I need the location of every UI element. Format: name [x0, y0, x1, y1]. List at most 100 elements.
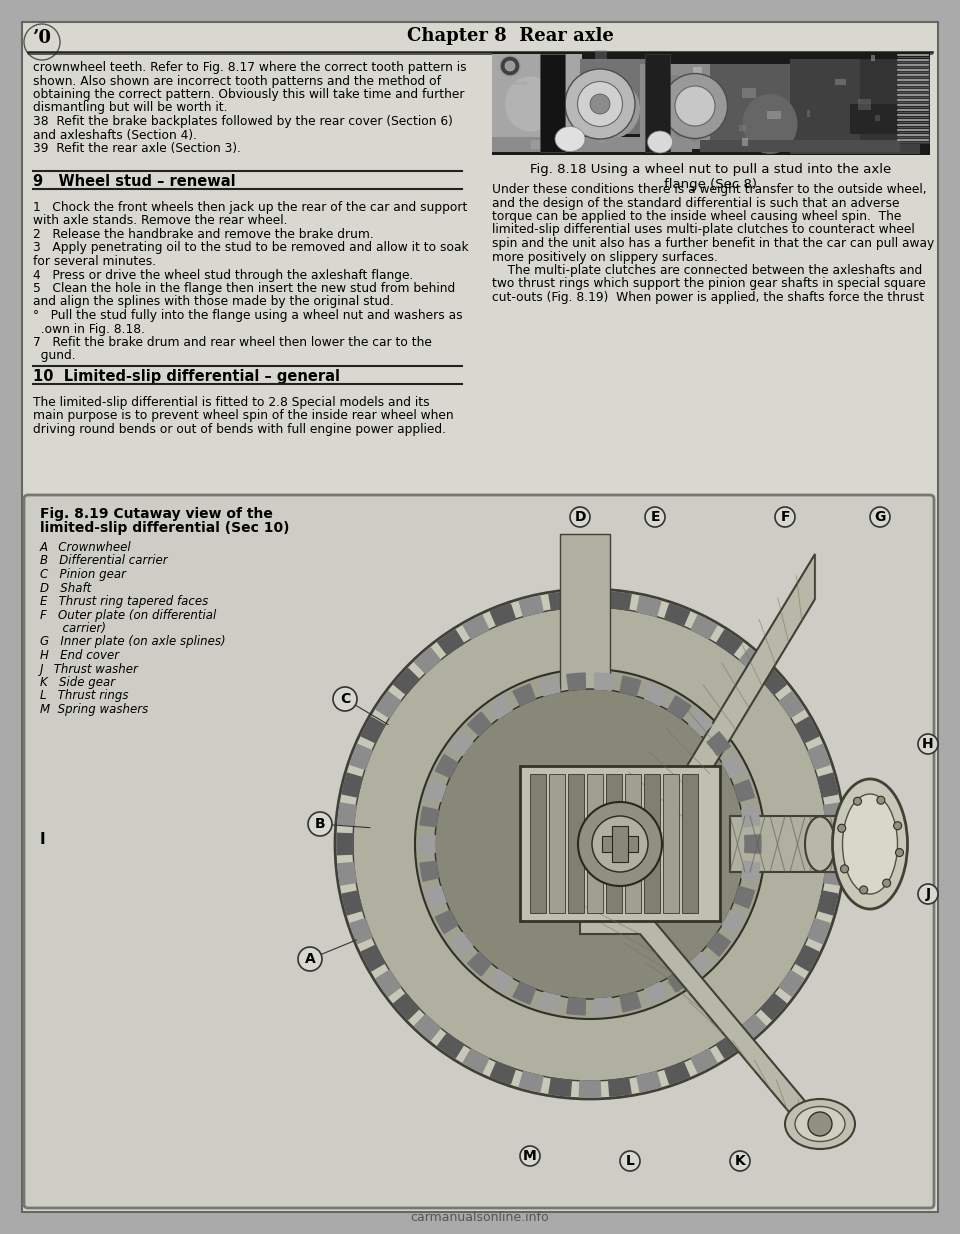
Bar: [513, 81, 527, 85]
Polygon shape: [438, 629, 464, 655]
Bar: [560, 101, 570, 104]
Text: G: G: [875, 510, 886, 524]
Bar: [858, 99, 871, 110]
Bar: [595, 51, 607, 60]
Polygon shape: [707, 732, 731, 755]
Polygon shape: [468, 953, 492, 976]
Polygon shape: [468, 712, 492, 735]
Bar: [587, 774, 603, 913]
Circle shape: [578, 802, 662, 886]
Ellipse shape: [580, 79, 640, 139]
Circle shape: [298, 946, 322, 971]
Polygon shape: [760, 993, 786, 1019]
Bar: [606, 774, 622, 913]
Polygon shape: [716, 629, 742, 655]
Text: The limited-slip differential is fitted to 2.8 Special models and its: The limited-slip differential is fitted …: [33, 396, 430, 408]
Polygon shape: [438, 1033, 464, 1058]
Polygon shape: [549, 1077, 571, 1096]
Circle shape: [308, 812, 332, 835]
Polygon shape: [338, 863, 356, 885]
Circle shape: [896, 849, 903, 856]
Text: main purpose is to prevent wheel spin of the inside rear wheel when: main purpose is to prevent wheel spin of…: [33, 410, 454, 422]
Polygon shape: [376, 970, 401, 996]
Bar: [710, 64, 790, 144]
Polygon shape: [691, 1049, 717, 1072]
Bar: [580, 59, 650, 135]
Text: A   Crownwheel: A Crownwheel: [40, 540, 132, 554]
Polygon shape: [688, 712, 712, 735]
Circle shape: [775, 507, 795, 527]
Circle shape: [520, 1146, 540, 1166]
Bar: [693, 67, 702, 74]
Text: and axleshafts (Section 4).: and axleshafts (Section 4).: [33, 128, 197, 142]
Text: 5   Clean the hole in the flange then insert the new stud from behind: 5 Clean the hole in the flange then inse…: [33, 283, 455, 295]
Text: 4   Press or drive the wheel stud through the axleshaft flange.: 4 Press or drive the wheel stud through …: [33, 269, 414, 281]
Text: °   Pull the stud fully into the flange using a wheel nut and washers as: ° Pull the stud fully into the flange us…: [33, 308, 463, 322]
Bar: [602, 835, 638, 851]
Text: carmanualsonline.info: carmanualsonline.info: [411, 1211, 549, 1224]
Bar: [568, 774, 584, 913]
Ellipse shape: [805, 817, 835, 871]
Polygon shape: [415, 648, 441, 674]
Bar: [790, 59, 920, 154]
Polygon shape: [349, 918, 372, 944]
Bar: [767, 111, 781, 118]
Text: obtaining the correct pattern. Obviously this will take time and further: obtaining the correct pattern. Obviously…: [33, 88, 465, 101]
Text: M: M: [523, 1149, 537, 1162]
Ellipse shape: [505, 77, 555, 132]
Bar: [807, 110, 810, 117]
Polygon shape: [394, 669, 420, 695]
Text: Fig. 8.18 Using a wheel nut to pull a stud into the axle
flange (Sec 8): Fig. 8.18 Using a wheel nut to pull a st…: [530, 163, 892, 191]
Text: A: A: [304, 951, 316, 966]
Polygon shape: [594, 997, 613, 1014]
Polygon shape: [808, 918, 830, 944]
Text: crownwheel teeth. Refer to Fig. 8.17 where the correct tooth pattern is: crownwheel teeth. Refer to Fig. 8.17 whe…: [33, 60, 467, 74]
Polygon shape: [560, 534, 610, 784]
Polygon shape: [513, 684, 536, 706]
Text: L   Thrust rings: L Thrust rings: [40, 690, 129, 702]
Bar: [625, 774, 641, 913]
Text: carrier): carrier): [40, 622, 106, 636]
Text: H   End cover: H End cover: [40, 649, 119, 661]
Bar: [549, 774, 565, 913]
Polygon shape: [741, 807, 760, 827]
Circle shape: [335, 589, 845, 1099]
Text: E: E: [650, 510, 660, 524]
Polygon shape: [491, 1061, 516, 1085]
Circle shape: [859, 886, 868, 893]
Text: shown. Also shown are incorrect tooth patterns and the method of: shown. Also shown are incorrect tooth pa…: [33, 74, 441, 88]
Circle shape: [353, 607, 827, 1081]
Polygon shape: [636, 596, 660, 617]
Bar: [540, 54, 565, 152]
Text: H: H: [923, 737, 934, 752]
Polygon shape: [818, 891, 838, 914]
Circle shape: [882, 879, 891, 887]
Text: K   Side gear: K Side gear: [40, 676, 115, 689]
Polygon shape: [636, 1071, 660, 1092]
Polygon shape: [795, 945, 819, 971]
Text: 10  Limited-slip differential – general: 10 Limited-slip differential – general: [33, 369, 340, 384]
Ellipse shape: [670, 96, 710, 142]
Text: G   Inner plate (on axle splines): G Inner plate (on axle splines): [40, 636, 226, 649]
Text: C   Pinion gear: C Pinion gear: [40, 568, 126, 581]
Polygon shape: [463, 616, 489, 639]
Bar: [682, 774, 698, 913]
Text: K: K: [734, 1154, 745, 1169]
Polygon shape: [580, 905, 820, 1149]
Polygon shape: [664, 603, 689, 626]
Polygon shape: [780, 970, 804, 996]
Text: J   Thrust washer: J Thrust washer: [40, 663, 139, 675]
Polygon shape: [827, 833, 843, 855]
Polygon shape: [760, 669, 786, 695]
Polygon shape: [342, 891, 363, 914]
Polygon shape: [420, 807, 439, 827]
Polygon shape: [818, 774, 838, 797]
Circle shape: [592, 816, 648, 872]
Polygon shape: [579, 591, 601, 607]
Polygon shape: [361, 945, 385, 971]
Bar: [860, 59, 930, 144]
Polygon shape: [664, 1061, 689, 1085]
Polygon shape: [449, 933, 473, 956]
Text: L: L: [626, 1154, 635, 1169]
Circle shape: [500, 56, 520, 77]
